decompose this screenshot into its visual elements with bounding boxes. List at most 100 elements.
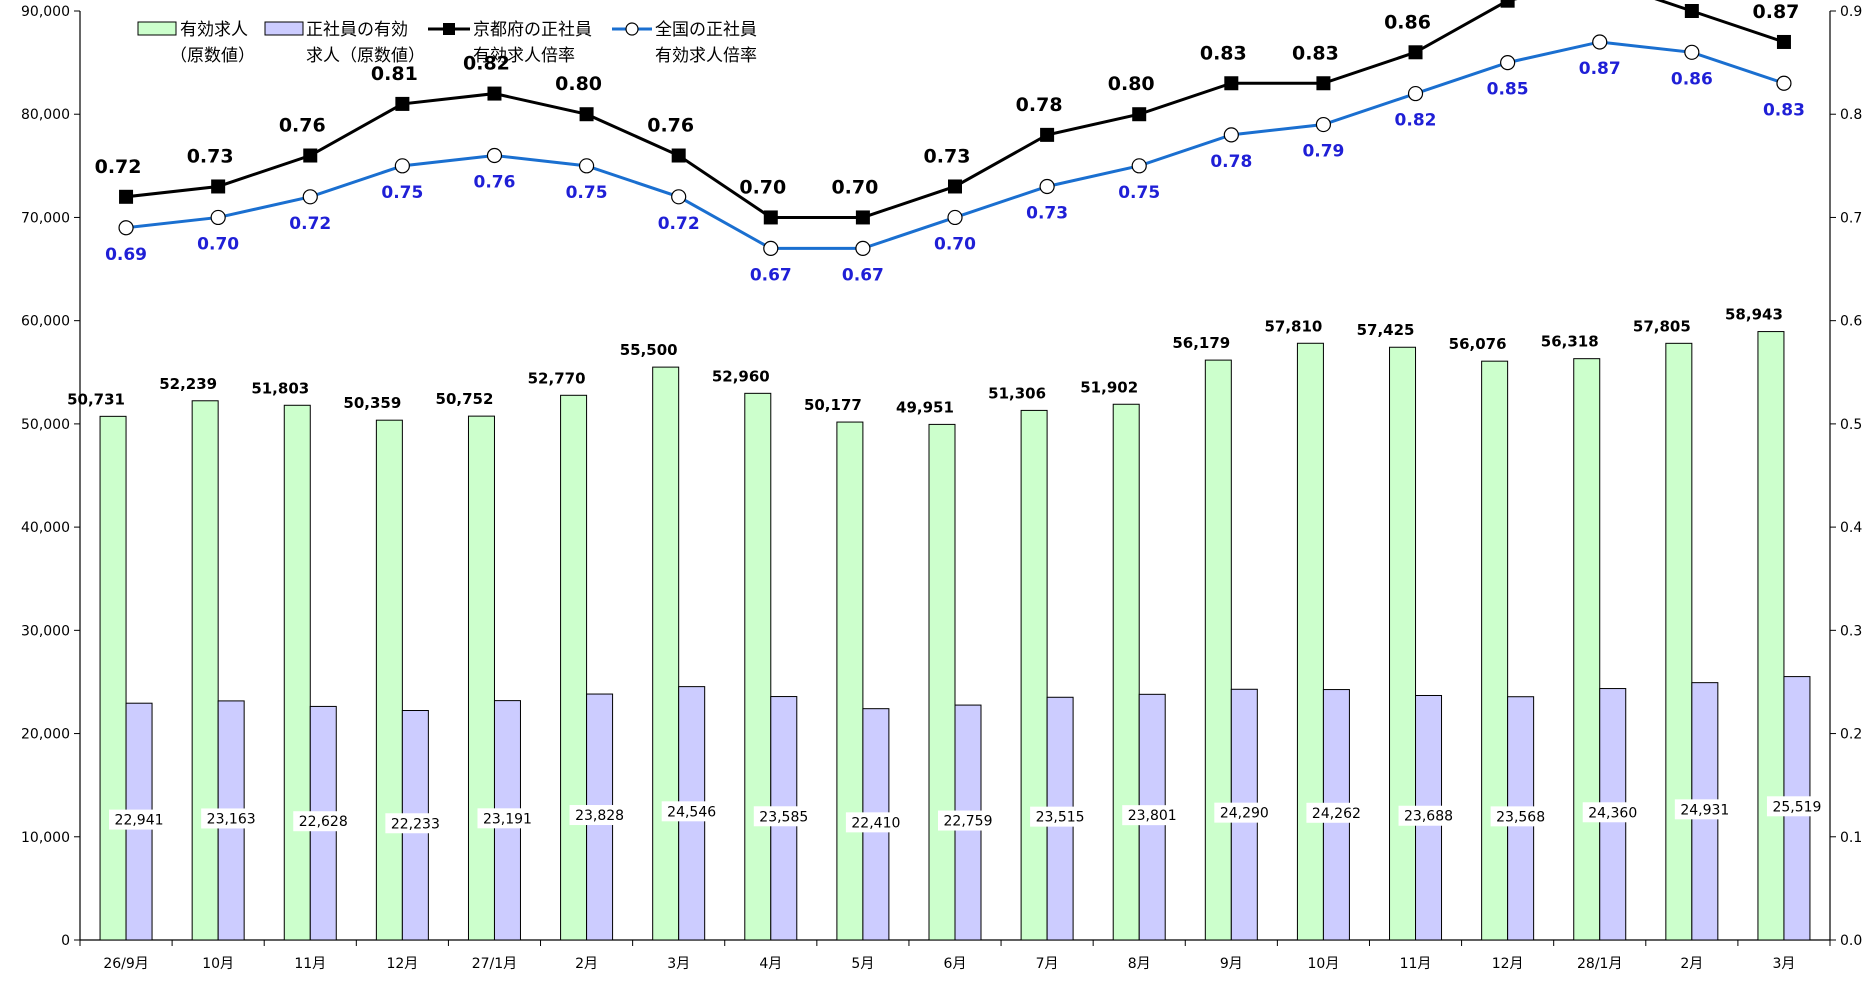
total-openings-label: 49,951 xyxy=(896,398,954,416)
kyoto-ratio-label: 0.87 xyxy=(1753,1,1800,23)
national-ratio-point xyxy=(394,158,410,174)
total-openings-label: 56,318 xyxy=(1541,333,1599,351)
national-ratio-point xyxy=(210,209,226,226)
kyoto-ratio-label: 0.78 xyxy=(1016,94,1063,116)
x-tick-label: 27/1月 xyxy=(472,956,517,972)
left-tick-label: 90,000 xyxy=(21,4,70,20)
fulltime-openings-label-bg xyxy=(569,805,630,826)
kyoto-ratio-label: 0.83 xyxy=(1200,42,1247,64)
legend-swatch-fulltime-openings xyxy=(264,21,304,36)
total-openings-label: 51,803 xyxy=(251,379,309,397)
x-tick-label: 3月 xyxy=(667,956,690,972)
right-tick-label: 0.80 xyxy=(1840,107,1863,123)
x-tick-label: 9月 xyxy=(1220,956,1243,972)
kyoto-ratio-point xyxy=(1040,127,1055,142)
x-tick-label: 28/1月 xyxy=(1577,956,1622,972)
kyoto-ratio-point xyxy=(1684,4,1699,18)
left-tick-label: 20,000 xyxy=(21,727,70,743)
fulltime-openings-label-bg xyxy=(1674,799,1735,820)
national-ratio-point xyxy=(763,240,779,257)
right-tick-label: 0.00 xyxy=(1840,933,1863,949)
national-ratio-label: 0.72 xyxy=(658,214,700,234)
legend-label-total-openings-2: （原数値） xyxy=(170,46,255,66)
national-ratio-label: 0.87 xyxy=(1579,59,1621,79)
fulltime-openings-label-bg xyxy=(1214,802,1275,823)
national-ratio-point xyxy=(1776,75,1792,91)
kyoto-ratio-point xyxy=(671,148,686,163)
kyoto-ratio-point xyxy=(487,86,502,101)
total-openings-label: 52,239 xyxy=(159,375,217,393)
legend-marker-national xyxy=(625,22,639,36)
kyoto-ratio-label: 0.73 xyxy=(924,145,971,167)
left-tick-label: 80,000 xyxy=(21,107,70,123)
legend: 有効求人 （原数値） 正社員の有効 求人（原数値） 京都府の正社員 有効求人倍率… xyxy=(137,20,757,66)
national-ratio-label: 0.75 xyxy=(381,183,423,203)
national-ratio-label: 0.69 xyxy=(105,245,147,265)
legend-label-national-1: 全国の正社員 xyxy=(655,20,757,40)
fulltime-openings-label: 23,515 xyxy=(1036,810,1085,826)
bars xyxy=(99,331,1811,941)
data-labels: 50,731 22,941 52,239 23,163 51,803 22,628 50,3… xyxy=(67,1,1827,834)
total-openings-label: 50,359 xyxy=(343,394,401,412)
total-openings-label: 51,902 xyxy=(1080,378,1138,396)
kyoto-ratio-label: 0.83 xyxy=(1292,42,1339,64)
right-tick-label: 0.40 xyxy=(1840,520,1863,536)
total-openings-label: 52,960 xyxy=(712,367,770,385)
fulltime-openings-label: 22,628 xyxy=(299,814,348,830)
x-tick-label: 11月 xyxy=(1400,956,1432,972)
left-tick-label: 0 xyxy=(61,933,70,949)
right-tick-label: 0.30 xyxy=(1840,623,1863,639)
fulltime-openings-label-bg xyxy=(661,801,722,822)
fulltime-openings-label: 24,546 xyxy=(667,804,716,820)
national-ratio-point xyxy=(947,209,963,226)
kyoto-ratio-label: 0.82 xyxy=(463,53,510,75)
right-tick-label: 0.70 xyxy=(1840,210,1863,226)
legend-item-fulltime-openings: 正社員の有効 求人（原数値） xyxy=(264,20,425,66)
national-ratio-label: 0.83 xyxy=(1763,100,1805,120)
total-openings-bar xyxy=(191,400,219,941)
fulltime-openings-label-bg xyxy=(938,810,998,831)
fulltime-openings-label: 25,519 xyxy=(1772,799,1821,815)
fulltime-openings-label: 23,163 xyxy=(207,811,256,827)
x-tick-label: 7月 xyxy=(1036,956,1059,972)
x-tick-label: 2月 xyxy=(575,956,598,972)
fulltime-openings-label-bg xyxy=(477,808,538,829)
kyoto-ratio-label: 0.76 xyxy=(647,115,694,137)
total-openings-label: 56,076 xyxy=(1449,335,1507,353)
national-ratio-point xyxy=(1592,34,1608,50)
national-ratio-point xyxy=(578,158,595,174)
total-openings-bar xyxy=(1296,342,1324,941)
left-tick-label: 50,000 xyxy=(21,417,70,433)
legend-item-total-openings: 有効求人 （原数値） xyxy=(137,20,255,66)
total-openings-label: 50,177 xyxy=(804,396,862,414)
kyoto-ratio-label: 0.80 xyxy=(1108,73,1155,95)
fulltime-openings-label-bg xyxy=(293,811,354,832)
total-openings-bar xyxy=(1204,359,1232,941)
national-ratio-label: 0.72 xyxy=(289,214,331,234)
fulltime-openings-label: 22,759 xyxy=(944,814,993,830)
national-ratio-label: 0.70 xyxy=(934,234,976,254)
total-openings-label: 50,752 xyxy=(436,390,494,408)
total-openings-bar xyxy=(652,366,680,941)
total-openings-bar xyxy=(467,415,495,941)
total-openings-bar xyxy=(1665,342,1693,941)
x-tick-label: 2月 xyxy=(1680,956,1703,972)
national-ratio-label: 0.75 xyxy=(1118,183,1160,203)
kyoto-ratio-point xyxy=(763,210,778,225)
national-ratio-label: 0.76 xyxy=(473,173,515,193)
total-openings-bar xyxy=(1389,346,1417,941)
x-tick-label: 26/9月 xyxy=(103,956,148,972)
national-ratio-point xyxy=(1223,127,1239,143)
fulltime-openings-label-bg xyxy=(1582,802,1643,823)
kyoto-ratio-label: 0.80 xyxy=(555,73,602,95)
national-ratio-label: 0.75 xyxy=(566,183,608,203)
legend-label-kyoto-1: 京都府の正社員 xyxy=(473,20,592,40)
legend-label-fulltime-openings-2: 求人（原数値） xyxy=(306,46,425,66)
national-ratio-label: 0.67 xyxy=(750,265,792,285)
kyoto-ratio-point xyxy=(1408,45,1423,60)
kyoto-ratio-label: 0.86 xyxy=(1384,11,1431,33)
national-ratio-label: 0.67 xyxy=(842,265,884,285)
fulltime-openings-label: 23,191 xyxy=(483,811,532,827)
national-ratio-point xyxy=(1500,55,1516,71)
national-ratio-point xyxy=(1131,158,1147,174)
